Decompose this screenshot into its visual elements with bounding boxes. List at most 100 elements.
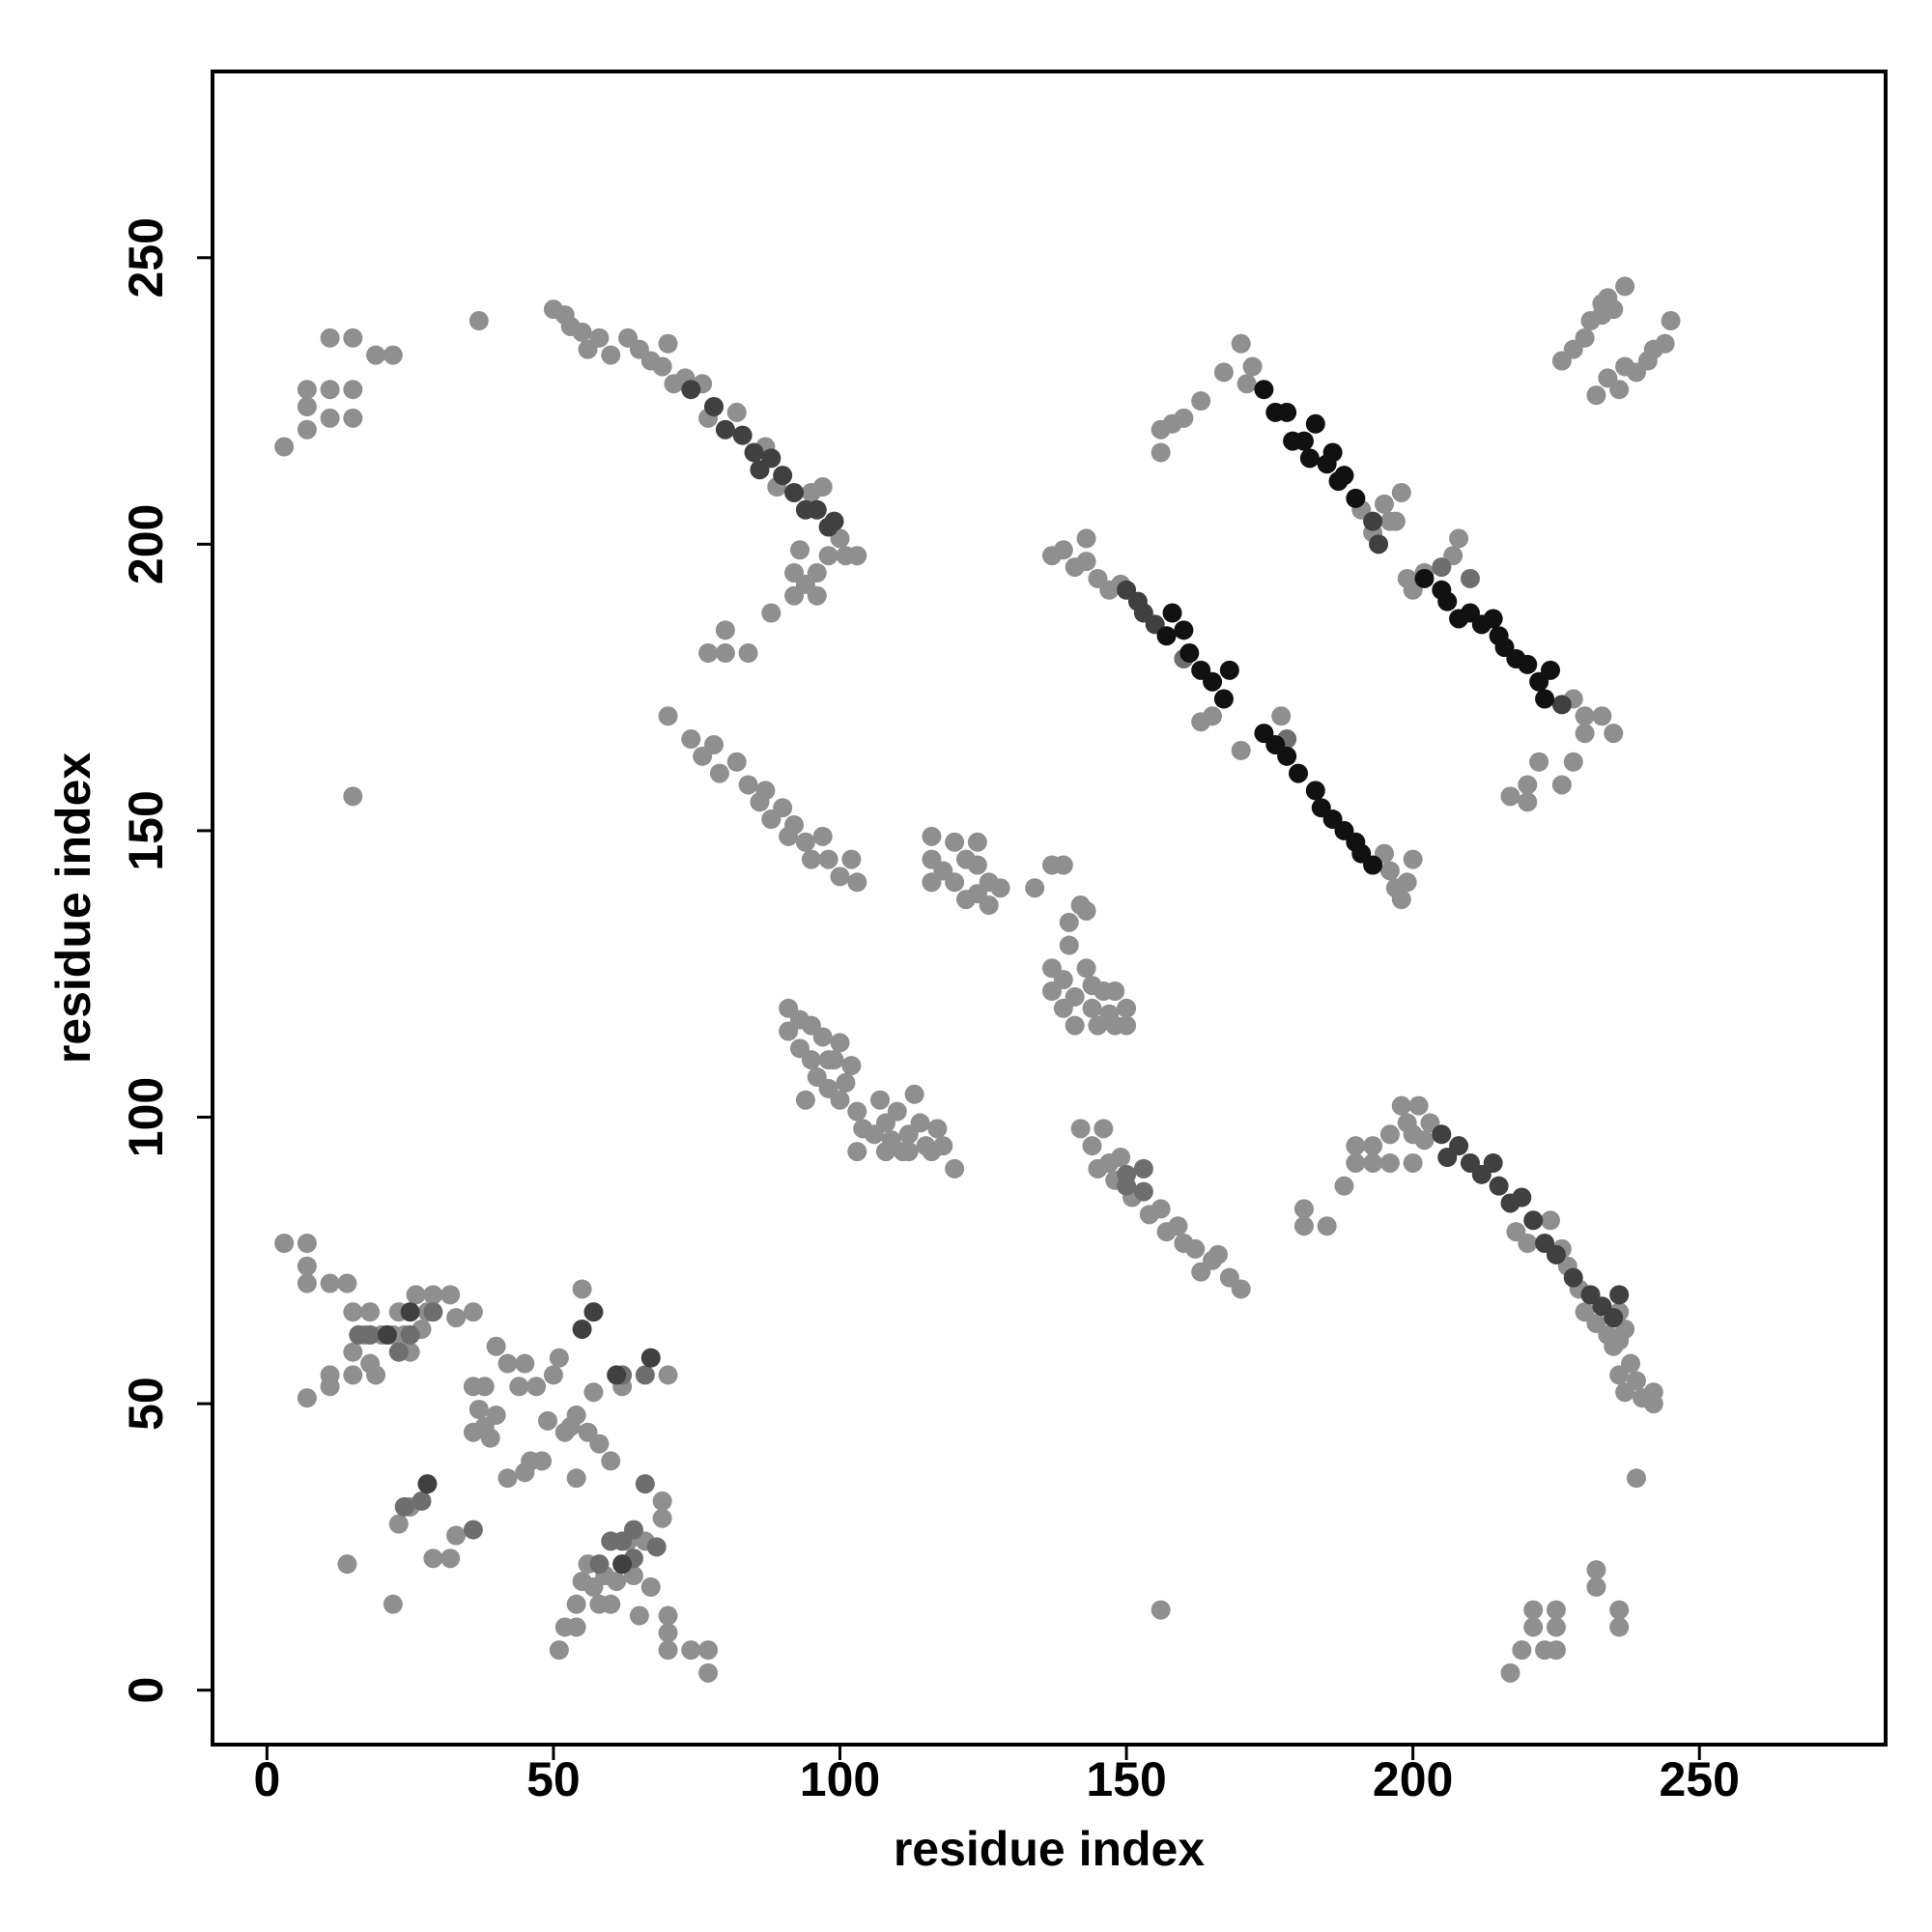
contact-point xyxy=(1299,448,1320,469)
contact-point xyxy=(1082,998,1102,1018)
contact-point xyxy=(955,890,976,910)
contact-point xyxy=(1563,1267,1583,1288)
contact-point xyxy=(1053,855,1073,875)
contact-point xyxy=(1053,540,1073,560)
contact-point xyxy=(904,1084,924,1104)
contact-point xyxy=(343,786,363,807)
contact-point xyxy=(297,380,317,400)
contact-point xyxy=(480,1428,500,1448)
y-tick-label: 150 xyxy=(119,790,173,870)
contact-point xyxy=(423,1302,443,1322)
contact-point xyxy=(807,585,827,606)
contact-point xyxy=(738,775,758,795)
contact-point xyxy=(681,1640,701,1661)
contact-point xyxy=(1334,1176,1354,1196)
contact-point xyxy=(537,1410,557,1431)
contact-point xyxy=(738,643,758,664)
contact-point xyxy=(400,1302,420,1322)
contact-point xyxy=(1025,878,1045,898)
contact-point xyxy=(1151,1600,1171,1620)
contact-point xyxy=(360,1302,381,1322)
contact-point xyxy=(337,1554,357,1575)
contact-point xyxy=(1277,746,1297,766)
contact-point xyxy=(1518,792,1538,812)
contact-point xyxy=(1076,552,1096,572)
x-tick-label: 0 xyxy=(253,1752,280,1806)
contact-point xyxy=(400,1324,420,1345)
contact-point xyxy=(875,1142,895,1162)
contact-point xyxy=(589,327,610,348)
contact-point xyxy=(549,1640,569,1661)
contact-point xyxy=(681,380,701,400)
contact-point xyxy=(1661,311,1681,331)
contact-point xyxy=(1219,660,1239,680)
contact-point xyxy=(789,540,810,560)
contact-point xyxy=(1070,1119,1091,1139)
contact-point xyxy=(1518,775,1538,795)
contact-point xyxy=(1076,958,1096,979)
contact-point xyxy=(807,499,827,520)
contact-point xyxy=(812,477,833,497)
contact-point xyxy=(1546,1617,1566,1637)
contact-point xyxy=(640,1577,661,1597)
contact-point xyxy=(601,1451,621,1471)
contact-point xyxy=(320,408,340,428)
contact-point xyxy=(1059,912,1079,932)
contact-point xyxy=(297,419,317,440)
contact-point xyxy=(1065,986,1085,1007)
contact-point xyxy=(927,1119,948,1139)
contact-point xyxy=(658,1605,678,1626)
contact-point xyxy=(1293,431,1314,451)
contact-point xyxy=(1293,1216,1314,1236)
x-tick-label: 50 xyxy=(526,1752,581,1806)
contact-point xyxy=(1117,998,1137,1018)
contact-point xyxy=(795,1090,815,1110)
contact-point xyxy=(1586,1560,1606,1580)
contact-point xyxy=(532,1451,553,1471)
contact-point xyxy=(469,1400,489,1420)
contact-point xyxy=(388,1342,409,1362)
contact-point xyxy=(1414,568,1435,588)
contact-point xyxy=(1432,1124,1452,1145)
contact-point xyxy=(812,1027,833,1047)
y-tick-label: 200 xyxy=(119,504,173,584)
contact-point xyxy=(761,603,781,623)
contact-point xyxy=(1551,775,1572,795)
contact-point xyxy=(1575,706,1595,726)
contact-point xyxy=(320,1377,340,1397)
contact-point xyxy=(1391,1095,1411,1116)
contact-point xyxy=(945,872,965,893)
contact-point xyxy=(773,798,793,818)
contact-point xyxy=(1117,1015,1137,1036)
contact-point xyxy=(1151,1199,1171,1219)
plot-frame xyxy=(211,70,1888,1747)
contact-point xyxy=(801,1050,821,1070)
contact-point xyxy=(1208,1244,1228,1264)
contact-point xyxy=(417,1474,438,1494)
contact-point xyxy=(1541,660,1561,680)
contact-point xyxy=(440,1285,461,1305)
contact-point xyxy=(320,327,340,348)
contact-point xyxy=(1363,511,1383,531)
contact-point xyxy=(1053,970,1073,990)
contact-point xyxy=(709,763,729,783)
contact-point xyxy=(658,1623,678,1643)
contact-point xyxy=(1437,591,1458,611)
contact-point xyxy=(1609,1617,1630,1637)
contact-point xyxy=(1133,1158,1153,1179)
contact-point xyxy=(824,511,844,531)
contact-point xyxy=(1317,1216,1337,1236)
y-tick-label: 250 xyxy=(119,217,173,298)
contact-point xyxy=(795,832,815,852)
contact-point xyxy=(526,1377,547,1397)
contact-point xyxy=(1575,327,1595,348)
contact-point xyxy=(1363,1136,1383,1156)
contact-point xyxy=(572,322,592,342)
contact-point xyxy=(1575,724,1595,744)
contact-point xyxy=(1151,442,1171,463)
contact-point xyxy=(566,1594,586,1614)
contact-point xyxy=(1162,603,1182,623)
contact-point xyxy=(658,1365,678,1385)
